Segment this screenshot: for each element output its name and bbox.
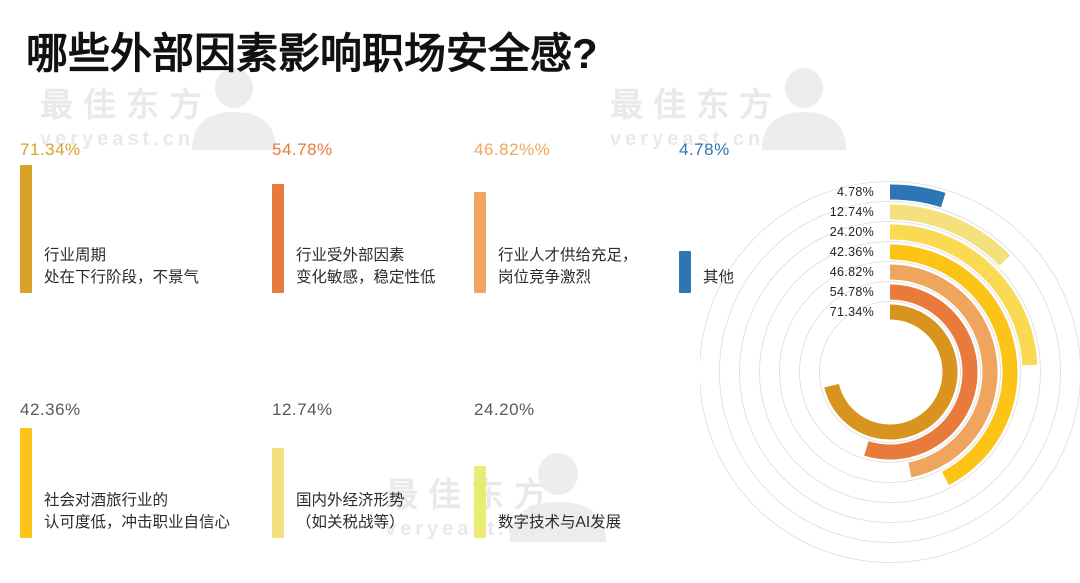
watermark-cn-text: 最佳东方 — [610, 86, 782, 123]
bar-rect — [679, 251, 691, 293]
radial-gridline — [739, 221, 1041, 523]
radial-gridline — [799, 281, 981, 463]
bar-percent-label: 46.82%% — [474, 140, 551, 159]
bar-percent-label: 71.34% — [20, 140, 81, 159]
legend-item: 46.82% — [829, 265, 874, 279]
radial-gridline — [819, 301, 961, 443]
radial-chart-svg — [700, 181, 1080, 563]
radial-arc — [864, 284, 978, 460]
bar-caption-line1: 国内外经济形势 — [296, 492, 405, 509]
legend-item: 24.20% — [829, 225, 874, 239]
legend-item: 42.36% — [829, 245, 874, 259]
bar-rect — [20, 165, 32, 293]
bar-caption-line1: 行业人才供给充足， — [498, 247, 638, 264]
radial-bar-chart — [700, 150, 1080, 580]
bar-percent-label: 24.20% — [474, 400, 535, 419]
bar-percent-label: 4.78% — [679, 140, 730, 159]
bar-item-external-sensitivity: 54.78% 行业受外部因素 变化敏感，稳定性低 — [272, 140, 512, 300]
bar-caption-line1: 数字技术与AI发展 — [498, 514, 622, 531]
bar-caption-line1: 其他 — [703, 269, 735, 286]
watermark-cn-text: 最佳东方 — [40, 86, 212, 123]
bar-caption-line2: 变化敏感，稳定性低 — [296, 269, 436, 286]
radial-arc — [889, 184, 946, 208]
radial-arc — [889, 224, 1038, 366]
bar-caption-line2: （如关税战等） — [296, 514, 405, 531]
watermark-logo-right — [762, 68, 846, 150]
bar-percent-label: 12.74% — [272, 400, 333, 419]
radial-gridlines — [700, 181, 1080, 563]
bar-rect — [272, 184, 284, 293]
radial-gridline — [719, 201, 1061, 543]
bar-caption-line2: 认可度低，冲击职业自信心 — [44, 514, 231, 531]
bar-item-digital-ai: 24.20% 数字技术与AI发展 — [474, 400, 714, 560]
page-title: 哪些外部因素影响职场安全感? — [26, 30, 598, 77]
bar-item-social-recognition: 42.36% 社会对酒旅行业的 认可度低，冲击职业自信心 — [20, 400, 300, 560]
bar-percent-label: 54.78% — [272, 140, 333, 159]
legend-item: 4.78% — [837, 185, 874, 199]
radial-gridline — [759, 241, 1021, 503]
radial-gridline — [779, 261, 1001, 483]
radial-arc — [889, 204, 1011, 266]
bar-item-industry-cycle: 71.34% 行业周期 处在下行阶段，不景气 — [20, 140, 260, 300]
bar-caption-line2: 处在下行阶段，不景气 — [44, 269, 200, 286]
bar-item-talent-supply: 46.82%% 行业人才供给充足， 岗位竞争激烈 — [474, 140, 714, 300]
radial-arc — [889, 244, 1018, 486]
radial-arc — [889, 264, 998, 478]
bar-rect — [474, 192, 486, 293]
legend-item: 54.78% — [829, 285, 874, 299]
radial-gridline — [700, 181, 1080, 563]
legend-item: 12.74% — [829, 205, 874, 219]
bar-caption-line1: 社会对酒旅行业的 — [44, 492, 169, 509]
radial-arcs — [824, 184, 1038, 486]
bar-caption-line1: 行业受外部因素 — [296, 247, 405, 264]
radial-legend: 4.78% 12.74% 24.20% 42.36% 46.82% 54.78%… — [812, 182, 874, 322]
bar-caption-line1: 行业周期 — [44, 247, 107, 264]
bar-item-other: 4.78% 其他 — [679, 140, 839, 300]
bar-item-economy: 12.74% 国内外经济形势 （如关税战等） — [272, 400, 512, 560]
bar-percent-label: 42.36% — [20, 400, 81, 419]
bar-rect — [272, 448, 284, 538]
radial-arc — [824, 304, 958, 440]
bar-rect — [474, 466, 486, 538]
bar-rect — [20, 428, 32, 538]
legend-item: 71.34% — [829, 305, 874, 319]
bar-caption-line2: 岗位竞争激烈 — [498, 269, 592, 286]
